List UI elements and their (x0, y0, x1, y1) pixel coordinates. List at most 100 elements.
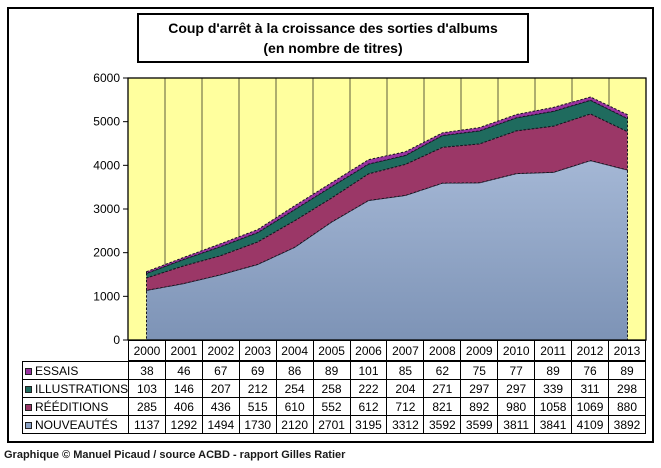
value-cell: 222 (349, 379, 388, 398)
value-cell: 204 (386, 379, 425, 398)
value-cell: 406 (164, 397, 203, 416)
value-cell: 712 (386, 397, 425, 416)
legend-swatch-nouveautés (25, 421, 32, 429)
value-cell: 3592 (423, 415, 462, 434)
value-cell: 3599 (460, 415, 499, 434)
year-header-row: 2000 2001 2002 2003 2004 2005 2006 2007 2008 2009… (128, 340, 647, 361)
year-cell: 2012 (571, 340, 609, 361)
y-axis-label: 4000 (93, 158, 120, 172)
year-cell: 2001 (164, 340, 203, 361)
table-row: ILLUSTRATIONS 103 146 207 212 254 258 222 204 271… (22, 379, 647, 398)
y-axis-label: 1000 (93, 289, 120, 303)
value-cell: 89 (534, 361, 573, 380)
legend-swatch-illustrations (25, 385, 32, 393)
value-cell: 67 (201, 361, 240, 380)
value-cell: 38 (128, 361, 166, 380)
value-cell: 515 (238, 397, 277, 416)
value-cell: 880 (607, 397, 647, 416)
chart-title-box: Coup d'arrêt à la croissance des sorties… (137, 13, 529, 63)
value-cell: 103 (128, 379, 166, 398)
value-cell: 258 (312, 379, 351, 398)
table-row: RÉÉDITIONS 285 406 436 515 610 552 612 712 821 892… (22, 397, 647, 416)
year-cell: 2007 (386, 340, 425, 361)
series-label: NOUVEAUTÉS (35, 417, 118, 432)
value-cell: 3892 (607, 415, 647, 434)
value-cell: 101 (349, 361, 388, 380)
legend-cell: ILLUSTRATIONS (22, 379, 129, 398)
value-cell: 46 (164, 361, 203, 380)
y-axis-label: 2000 (93, 246, 120, 260)
y-axis-label: 3000 (93, 202, 120, 216)
year-cell: 2006 (349, 340, 388, 361)
value-cell: 77 (497, 361, 536, 380)
value-cell: 76 (571, 361, 609, 380)
legend-cell: ESSAIS (22, 361, 129, 380)
value-cell: 69 (238, 361, 277, 380)
value-cell: 980 (497, 397, 536, 416)
legend-cell: NOUVEAUTÉS (22, 415, 129, 434)
year-cell: 2004 (275, 340, 314, 361)
value-cell: 3811 (497, 415, 536, 434)
year-cell: 2008 (423, 340, 462, 361)
series-label: ILLUSTRATIONS (35, 381, 129, 396)
value-cell: 1069 (571, 397, 609, 416)
value-cell: 1292 (164, 415, 203, 434)
footer-credit: Graphique © Manuel Picaud / source ACBD … (4, 449, 346, 461)
series-label: RÉÉDITIONS (35, 399, 109, 414)
year-row: 2000 2001 2002 2003 2004 2005 2006 2007 2008 2009… (128, 340, 647, 361)
value-cell: 75 (460, 361, 499, 380)
value-cell: 1137 (128, 415, 166, 434)
value-cell: 3195 (349, 415, 388, 434)
stacked-area-chart: 0 1000 2000 3000 4000 5000 6000 (93, 71, 647, 346)
year-cell: 2009 (460, 340, 499, 361)
value-cell: 271 (423, 379, 462, 398)
value-cell: 552 (312, 397, 351, 416)
value-cell: 297 (497, 379, 536, 398)
legend-swatch-rééditions (25, 403, 32, 411)
year-cell: 2000 (128, 340, 166, 361)
value-cell: 62 (423, 361, 462, 380)
table-row: ESSAIS 38 46 67 69 86 89 101 85 62 75 77 89 76 89 (22, 361, 647, 380)
series-label: ESSAIS (35, 363, 79, 378)
value-cell: 339 (534, 379, 573, 398)
year-cell: 2003 (238, 340, 277, 361)
y-axis-label: 6000 (93, 71, 120, 85)
year-cell: 2011 (534, 340, 573, 361)
legend-swatch-essais (25, 367, 32, 375)
series-data-table: ESSAIS 38 46 67 69 86 89 101 85 62 75 77 89 76 89 ILLUS… (22, 361, 647, 434)
value-cell: 4109 (571, 415, 609, 434)
year-cell: 2002 (201, 340, 240, 361)
value-cell: 285 (128, 397, 166, 416)
value-cell: 2701 (312, 415, 351, 434)
value-cell: 821 (423, 397, 462, 416)
value-cell: 298 (607, 379, 647, 398)
value-cell: 612 (349, 397, 388, 416)
value-cell: 892 (460, 397, 499, 416)
value-cell: 212 (238, 379, 277, 398)
year-cell: 2005 (312, 340, 351, 361)
value-cell: 3841 (534, 415, 573, 434)
value-cell: 254 (275, 379, 314, 398)
chart-title-line1: Coup d'arrêt à la croissance des sorties… (168, 19, 498, 36)
value-cell: 146 (164, 379, 203, 398)
value-cell: 207 (201, 379, 240, 398)
table-row: NOUVEAUTÉS 1137 1292 1494 1730 2120 2701 3195 33… (22, 415, 647, 434)
value-cell: 86 (275, 361, 314, 380)
value-cell: 89 (607, 361, 647, 380)
value-cell: 89 (312, 361, 351, 380)
value-cell: 1494 (201, 415, 240, 434)
value-cell: 436 (201, 397, 240, 416)
value-cell: 1058 (534, 397, 573, 416)
year-cell: 2013 (607, 340, 647, 361)
y-axis-label: 0 (113, 333, 120, 346)
value-cell: 3312 (386, 415, 425, 434)
value-cell: 1730 (238, 415, 277, 434)
value-cell: 2120 (275, 415, 314, 434)
chart-title-line2: (en nombre de titres) (263, 40, 403, 56)
value-cell: 297 (460, 379, 499, 398)
value-cell: 311 (571, 379, 609, 398)
area-series-rééditions (146, 113, 628, 292)
y-axis-label: 5000 (93, 115, 120, 129)
legend-cell: RÉÉDITIONS (22, 397, 129, 416)
value-cell: 85 (386, 361, 425, 380)
